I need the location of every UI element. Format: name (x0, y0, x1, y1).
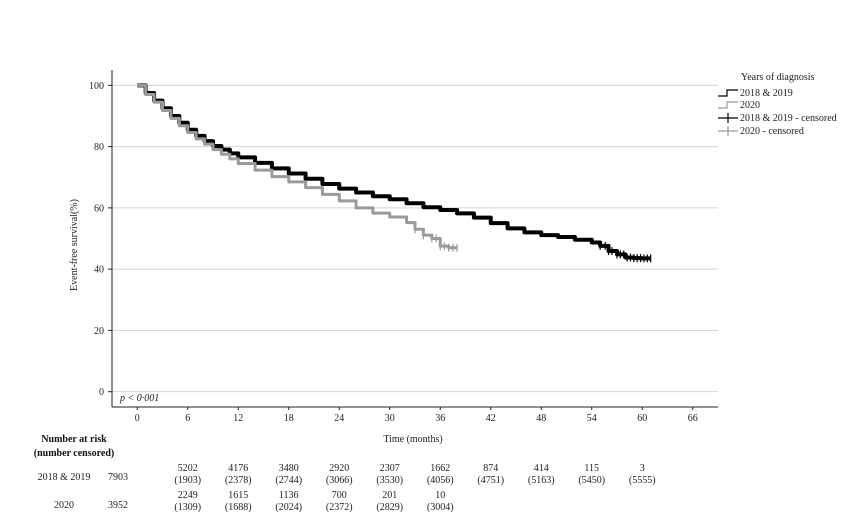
y-tick-label: 100 (89, 81, 104, 92)
legend-label-2020-censored: 2020 - censored (740, 126, 804, 137)
legend-symbol-2020-censored (718, 126, 738, 136)
risk-censored-value: (1688) (225, 502, 252, 513)
risk-censored-value: (2829) (376, 502, 403, 513)
risk-censored-value: (2744) (275, 475, 302, 486)
legend: Years of diagnosis 2018 & 2019 2020 2018… (718, 72, 837, 137)
x-tick-label: 42 (486, 413, 496, 424)
y-tick-label: 0 (99, 387, 104, 398)
risk-at-risk-value: 1662 (430, 463, 450, 474)
risk-at-risk-value: 2307 (380, 463, 400, 474)
risk-censored-value: (2024) (275, 502, 302, 513)
risk-censored-value: (3530) (376, 475, 403, 486)
risk-table: Number at risk (number censored) 2018 & … (34, 434, 656, 513)
risk-censored-value: (5555) (629, 475, 656, 486)
risk-table-subheading: (number censored) (34, 448, 114, 459)
x-tick-label: 60 (637, 413, 647, 424)
risk-at-risk-value: 2920 (329, 463, 349, 474)
x-tick-label: 0 (135, 413, 140, 424)
tick-labels: 0 20 40 60 80 100 0 6 12 18 24 30 36 42 48 54 60 66 (89, 81, 698, 424)
x-tick-label: 12 (233, 413, 243, 424)
risk-table-heading: Number at risk (41, 434, 107, 445)
series-line-2018-2019 (137, 83, 651, 261)
risk-censored-value: (5450) (578, 475, 605, 486)
p-value-annotation: p < 0·001 (119, 393, 159, 404)
x-tick-label: 6 (185, 413, 190, 424)
x-tick-label: 24 (334, 413, 344, 424)
legend-label-2020: 2020 (740, 100, 760, 111)
risk-censored-value: (1903) (174, 475, 201, 486)
risk-censored-value: (3004) (427, 502, 454, 513)
x-tick-label: 30 (385, 413, 395, 424)
x-tick-label: 66 (688, 413, 698, 424)
x-tick-label: 18 (284, 413, 294, 424)
axes (108, 70, 718, 410)
risk-censored-value: (1309) (174, 502, 201, 513)
x-axis-title: Time (months) (383, 434, 442, 445)
gridlines (112, 84, 718, 393)
risk-censored-value: (3066) (326, 475, 353, 486)
legend-symbol-2018 (718, 89, 738, 97)
risk-at-risk-value: 10 (435, 490, 445, 501)
legend-symbol-2018-censored (718, 113, 738, 123)
censor-marks (414, 225, 652, 263)
risk-at-risk-value: 874 (483, 463, 498, 474)
risk-row-label-2018: 2018 & 2019 (38, 472, 91, 483)
risk-row-label-2020: 2020 (54, 500, 74, 511)
risk-at-risk-value: 115 (584, 463, 599, 474)
risk-at-risk-value: 7903 (108, 472, 128, 483)
series-lines (137, 83, 651, 261)
risk-at-risk-value: 2249 (178, 490, 198, 501)
y-tick-label: 20 (94, 326, 104, 337)
y-axis-title: Event-free survival(%) (69, 199, 80, 291)
legend-label-2018: 2018 & 2019 (740, 88, 793, 99)
risk-censored-value: (4751) (477, 475, 504, 486)
risk-at-risk-value: 700 (332, 490, 347, 501)
risk-at-risk-value: 1136 (279, 490, 299, 501)
legend-label-2018-censored: 2018 & 2019 - censored (740, 113, 837, 124)
x-tick-label: 54 (587, 413, 597, 424)
risk-at-risk-value: 201 (382, 490, 397, 501)
legend-symbols (718, 89, 738, 136)
risk-at-risk-value: 3952 (108, 500, 128, 511)
risk-at-risk-value: 4176 (228, 463, 248, 474)
series-line-2020 (137, 83, 458, 250)
risk-censored-value: (4056) (427, 475, 454, 486)
y-tick-label: 80 (94, 142, 104, 153)
risk-censored-value: (2372) (326, 502, 353, 513)
y-tick-label: 60 (94, 203, 104, 214)
x-tick-label: 48 (536, 413, 546, 424)
legend-title: Years of diagnosis (741, 72, 815, 83)
risk-censored-value: (2378) (225, 475, 252, 486)
risk-at-risk-value: 1615 (228, 490, 248, 501)
legend-symbol-2020 (718, 101, 738, 109)
y-tick-label: 40 (94, 265, 104, 276)
risk-at-risk-value: 3480 (279, 463, 299, 474)
risk-censored-value: (5163) (528, 475, 555, 486)
risk-at-risk-value: 414 (534, 463, 549, 474)
risk-table-cells: 79035202(1903)4176(2378)3480(2744)2920(3… (108, 463, 656, 513)
risk-at-risk-value: 5202 (178, 463, 198, 474)
risk-at-risk-value: 3 (640, 463, 645, 474)
x-tick-label: 36 (435, 413, 445, 424)
